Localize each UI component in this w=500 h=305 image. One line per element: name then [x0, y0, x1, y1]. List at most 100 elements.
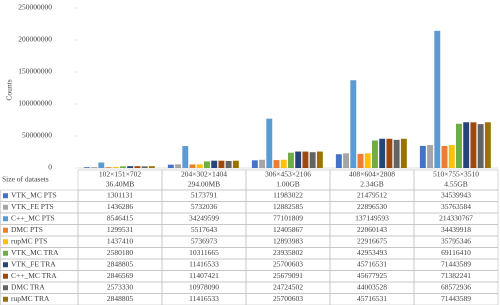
table-value: 5173791: [191, 190, 218, 199]
category-label: 306×453×2106: [265, 170, 311, 179]
table-value: 11416533: [189, 294, 219, 303]
bar: [456, 123, 462, 168]
bar: [309, 152, 316, 168]
bar: [266, 118, 273, 168]
table-value: 2580180: [107, 248, 134, 257]
bar: [477, 124, 484, 168]
bar: [302, 151, 309, 168]
legend-label: VTK_FE TRA: [11, 259, 56, 268]
bar: [105, 167, 112, 168]
legend-label: DMC TRA: [11, 282, 45, 291]
bar: [218, 160, 225, 168]
y-tick-label: 50000000: [22, 131, 52, 140]
y-tick-label: 100000000: [18, 99, 52, 108]
category-label: 204×302×1404: [181, 170, 227, 179]
bar: [141, 166, 148, 168]
bar: [127, 166, 134, 168]
table-value: 214330767: [439, 213, 473, 222]
table-value: 77101809: [273, 213, 303, 222]
y-tick-label: 250000000: [18, 3, 52, 12]
table-value: 34249599: [189, 213, 219, 222]
table-value: 35795346: [441, 236, 471, 245]
table-value: 2573330: [107, 282, 134, 291]
bar: [251, 160, 258, 168]
bar: [204, 161, 210, 168]
legend-swatch: [3, 250, 8, 256]
category-size: 1.00GB: [276, 180, 300, 189]
bar: [112, 167, 119, 168]
table-value: 24724502: [273, 282, 303, 291]
y-tick-label: 150000000: [18, 67, 52, 76]
table-cell: [413, 293, 499, 305]
table-value: 21479512: [357, 190, 387, 199]
legend-label: rupMC TRA: [11, 294, 50, 303]
y-axis-label: Counts: [5, 79, 14, 100]
table-value: 10978090: [189, 282, 219, 291]
table-value: 1299531: [107, 225, 134, 234]
table-value: 22060143: [357, 225, 387, 234]
table-value: 11416533: [189, 259, 219, 268]
table-value: 45716531: [357, 259, 387, 268]
table-value: 23935802: [273, 248, 303, 257]
legend-swatch: [3, 296, 8, 302]
bar: [273, 160, 280, 168]
category-size: 294.00MB: [188, 180, 220, 189]
category-label: 408×604×2808: [349, 170, 395, 179]
bar: [441, 145, 448, 168]
bar: [120, 166, 126, 168]
table-value: 5732036: [191, 202, 218, 211]
bar: [434, 30, 441, 169]
table-value: 12893983: [273, 236, 303, 245]
bar: [350, 80, 357, 168]
table-value: 22896530: [357, 202, 387, 211]
table-value: 5517643: [191, 225, 218, 234]
legend-swatch: [3, 216, 8, 222]
legend-swatch: [3, 239, 8, 245]
table-value: 2846569: [107, 271, 134, 280]
bar: [148, 166, 155, 168]
table-value: 35763584: [441, 202, 471, 211]
bar: [295, 151, 302, 168]
table-value: 1301131: [107, 190, 133, 199]
table-value: 34439918: [441, 225, 471, 234]
table-value: 10311665: [189, 248, 219, 257]
table-value: 11407421: [189, 271, 219, 280]
table-value: 12882585: [273, 202, 303, 211]
table-value: 71443589: [441, 294, 471, 303]
legend-swatch: [3, 227, 8, 233]
table-value: 11983022: [273, 190, 303, 199]
bar: [232, 160, 239, 168]
bar: [400, 138, 407, 168]
bar: [427, 145, 434, 168]
bar: [225, 160, 232, 168]
table-value: 2848805: [107, 294, 134, 303]
legend-swatch: [3, 204, 8, 210]
table-value: 1437410: [107, 236, 134, 245]
table-value: 137149593: [355, 213, 389, 222]
bar: [211, 160, 218, 168]
legend-label: VTK_FE PTS: [11, 202, 54, 211]
legend-label: VTK_MC PTS: [11, 190, 57, 199]
bar: [463, 122, 470, 168]
table-value: 22916675: [357, 236, 387, 245]
table-value: 1436286: [107, 202, 134, 211]
bar: [357, 153, 364, 168]
bar: [364, 153, 371, 168]
bar: [343, 153, 350, 168]
bar: [182, 146, 189, 168]
bar: [280, 159, 287, 168]
bar: [91, 167, 98, 168]
table-value: 25700603: [273, 294, 303, 303]
bar: [470, 122, 477, 168]
table-value: 71382241: [441, 271, 471, 280]
bar: [419, 145, 426, 168]
bar: [259, 159, 266, 168]
table-value: 71443589: [441, 259, 471, 268]
table-header: Size of datasets: [2, 175, 49, 184]
bar: [134, 166, 141, 168]
bar: [484, 122, 491, 168]
table-value: 8546415: [107, 213, 134, 222]
bar: [167, 164, 174, 168]
category-size: 4.55GB: [444, 180, 468, 189]
